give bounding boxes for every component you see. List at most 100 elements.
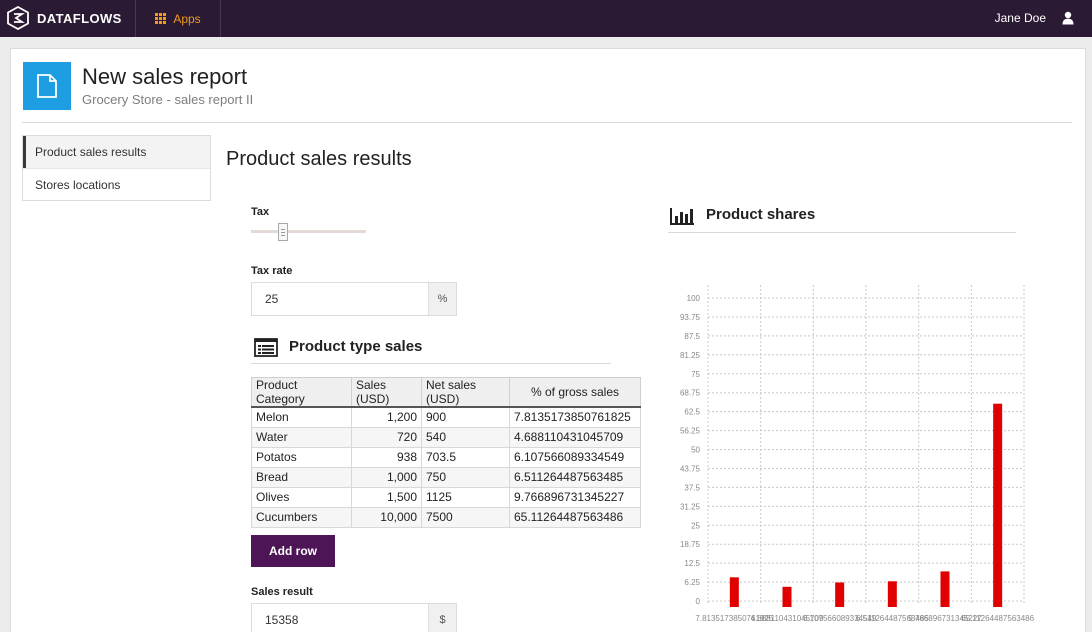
brand[interactable]: DATAFLOWS bbox=[6, 6, 122, 30]
cell-sales[interactable]: 1,200 bbox=[351, 406, 422, 428]
report-icon bbox=[23, 62, 71, 110]
table-row: Cucumbers 10,000 7500 65.11264487563486 bbox=[251, 506, 641, 528]
cell-sales[interactable]: 1,500 bbox=[351, 486, 422, 508]
product-table-title: Product type sales bbox=[289, 338, 423, 355]
tax-label: Tax bbox=[251, 206, 270, 218]
cell-net-sales[interactable]: 7500 bbox=[421, 506, 510, 528]
column-header-sales[interactable]: Sales (USD) bbox=[351, 377, 422, 408]
cell-percent-gross[interactable]: 65.11264487563486 bbox=[509, 506, 641, 528]
x-tick-label: 4.688110431045709 bbox=[751, 614, 824, 623]
y-tick-label: 62.5 bbox=[684, 408, 700, 417]
x-tick-label: 6.107566089334549 bbox=[803, 614, 877, 623]
tax-rate-unit: % bbox=[429, 282, 457, 316]
cell-percent-gross[interactable]: 6.107566089334549 bbox=[509, 446, 641, 468]
y-tick-label: 43.75 bbox=[680, 464, 701, 473]
y-tick-label: 87.5 bbox=[684, 332, 700, 341]
table-list-icon bbox=[254, 338, 278, 357]
user-name[interactable]: Jane Doe bbox=[994, 11, 1046, 25]
y-tick-label: 68.75 bbox=[680, 389, 701, 398]
bar bbox=[729, 577, 739, 607]
cell-sales[interactable]: 938 bbox=[351, 446, 422, 468]
y-tick-label: 18.75 bbox=[680, 540, 701, 549]
page-title: New sales report bbox=[82, 64, 248, 89]
tax-rate-input[interactable] bbox=[251, 282, 429, 316]
x-tick-label: 65.11264487563486 bbox=[961, 614, 1034, 623]
bar-chart-icon bbox=[670, 208, 694, 225]
cell-sales[interactable]: 720 bbox=[351, 426, 422, 448]
bar bbox=[835, 582, 845, 607]
topbar-divider bbox=[135, 0, 136, 37]
cell-category[interactable]: Melon bbox=[251, 406, 352, 428]
table-row: Water 720 540 4.688110431045709 bbox=[251, 426, 641, 448]
add-row-button[interactable]: Add row bbox=[251, 535, 335, 567]
cell-percent-gross[interactable]: 9.766896731345227 bbox=[509, 486, 641, 508]
sales-result-unit: $ bbox=[429, 603, 457, 632]
cell-net-sales[interactable]: 900 bbox=[421, 406, 510, 428]
user-icon[interactable] bbox=[1062, 11, 1074, 25]
cell-percent-gross[interactable]: 7.8135173850761825 bbox=[509, 406, 641, 428]
x-tick-label: 9.766896731345227 bbox=[908, 614, 982, 623]
y-tick-label: 100 bbox=[687, 294, 701, 303]
section-title: Product sales results bbox=[226, 148, 412, 170]
chart-panel-divider bbox=[668, 232, 1016, 233]
top-bar: DATAFLOWS Apps Jane Doe bbox=[0, 0, 1092, 37]
apps-label: Apps bbox=[173, 11, 201, 26]
table-row: Melon 1,200 900 7.8135173850761825 bbox=[251, 406, 641, 428]
y-tick-label: 0 bbox=[696, 597, 701, 606]
bar bbox=[993, 403, 1003, 607]
dataflows-logo-icon bbox=[7, 6, 29, 30]
brand-name: DATAFLOWS bbox=[37, 10, 122, 26]
cell-net-sales[interactable]: 750 bbox=[421, 466, 510, 488]
column-header-percent-gross[interactable]: % of gross sales bbox=[509, 377, 641, 408]
product-table-divider bbox=[251, 363, 611, 364]
column-header-product-category[interactable]: Product Category bbox=[251, 377, 352, 408]
cell-percent-gross[interactable]: 4.688110431045709 bbox=[509, 426, 641, 448]
sidebar-nav: Product sales results Stores locations bbox=[22, 135, 211, 201]
apps-menu-button[interactable]: Apps bbox=[136, 0, 220, 37]
y-tick-label: 75 bbox=[691, 370, 700, 379]
x-tick-label: 6.511264487563485 bbox=[856, 614, 929, 623]
cell-percent-gross[interactable]: 6.51126448756348​5 bbox=[509, 466, 641, 488]
tax-rate-label: Tax rate bbox=[251, 265, 293, 277]
cell-net-sales[interactable]: 540 bbox=[421, 426, 510, 448]
cell-net-sales[interactable]: 703.5 bbox=[421, 446, 510, 468]
cell-category[interactable]: Potatos bbox=[251, 446, 352, 468]
table-row: Bread 1,000 750 6.51126448756348​5 bbox=[251, 466, 641, 488]
y-tick-label: 56.25 bbox=[680, 427, 701, 436]
cell-category[interactable]: Cucumbers bbox=[251, 506, 352, 528]
y-tick-label: 31.25 bbox=[680, 502, 701, 511]
sidebar-item-stores-locations[interactable]: Stores locations bbox=[23, 168, 210, 200]
cell-category[interactable]: Water bbox=[251, 426, 352, 448]
column-header-net-sales[interactable]: Net sales (USD) bbox=[421, 377, 510, 408]
y-tick-label: 6.25 bbox=[684, 578, 700, 587]
table-row: Olives 1,500 1125 9.766896731345227 bbox=[251, 486, 641, 508]
product-sales-table: Product Category Sales (USD) Net sales (… bbox=[251, 377, 641, 528]
cell-sales[interactable]: 1,000 bbox=[351, 466, 422, 488]
y-tick-label: 93.75 bbox=[680, 313, 701, 322]
header-divider bbox=[22, 122, 1072, 123]
page-subtitle: Grocery Store - sales report II bbox=[82, 92, 254, 107]
bar bbox=[782, 586, 792, 607]
sales-result-label: Sales result bbox=[251, 586, 313, 598]
sales-result-input[interactable] bbox=[251, 603, 429, 632]
x-tick-label: 7.8135173850761825 bbox=[695, 614, 773, 623]
y-tick-label: 37.5 bbox=[684, 483, 700, 492]
cell-sales[interactable]: 10,000 bbox=[351, 506, 422, 528]
bar bbox=[887, 581, 897, 607]
table-header-row: Product Category Sales (USD) Net sales (… bbox=[251, 377, 641, 408]
topbar-divider bbox=[220, 0, 221, 37]
cell-category[interactable]: Olives bbox=[251, 486, 352, 508]
bar bbox=[940, 571, 950, 607]
table-row: Potatos 938 703.5 6.107566089334549 bbox=[251, 446, 641, 468]
cell-category[interactable]: Bread bbox=[251, 466, 352, 488]
product-shares-chart: 0 6.25 12.5 18.75 25 31.25 37.5 43.75 50 56.25 62.… bbox=[680, 285, 1035, 623]
chart-panel-title: Product shares bbox=[706, 206, 816, 223]
sidebar-item-product-sales-results[interactable]: Product sales results bbox=[23, 136, 210, 168]
apps-grid-icon bbox=[155, 13, 167, 24]
y-tick-label: 50 bbox=[691, 446, 700, 455]
tax-slider-handle[interactable] bbox=[278, 223, 288, 241]
tax-slider-track[interactable] bbox=[251, 230, 366, 233]
y-tick-label: 25 bbox=[691, 521, 700, 530]
document-icon bbox=[37, 74, 57, 98]
cell-net-sales[interactable]: 1125 bbox=[421, 486, 510, 508]
